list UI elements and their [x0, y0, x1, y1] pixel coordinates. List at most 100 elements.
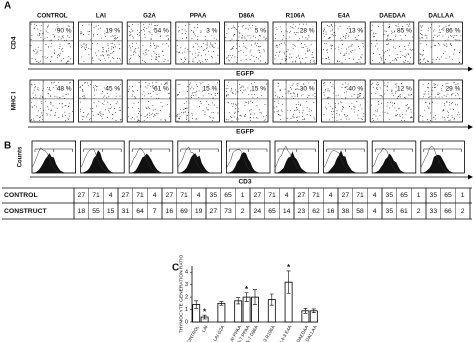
dot	[231, 92, 233, 94]
dot	[243, 115, 245, 117]
dot	[396, 115, 397, 117]
dot	[441, 90, 443, 92]
dot	[185, 25, 187, 27]
dot	[127, 25, 129, 27]
dot	[323, 27, 325, 29]
dot	[244, 89, 246, 91]
dot	[329, 90, 331, 92]
dot	[386, 86, 388, 88]
dot	[275, 26, 277, 28]
dot	[47, 106, 49, 108]
label-bg	[105, 27, 122, 35]
dot	[331, 34, 333, 36]
dot	[448, 36, 449, 38]
dot	[101, 117, 103, 119]
dot	[113, 40, 115, 41]
dot	[155, 57, 157, 59]
dot	[331, 113, 333, 115]
dot	[283, 42, 285, 44]
dot	[47, 31, 49, 33]
dot	[246, 101, 248, 103]
dot	[385, 39, 387, 41]
dot	[155, 59, 157, 60]
table-cell: 14	[283, 208, 291, 215]
dot	[258, 50, 260, 52]
dot	[371, 92, 372, 94]
table-cell: 65	[444, 192, 452, 199]
dot	[377, 48, 379, 50]
dot	[90, 108, 92, 110]
dot	[143, 24, 145, 25]
dot	[348, 35, 350, 37]
dot	[195, 119, 197, 121]
dot	[184, 29, 186, 31]
dot	[246, 48, 248, 50]
dot	[181, 32, 183, 34]
dot	[212, 44, 214, 46]
dot	[245, 58, 247, 60]
dot	[53, 52, 55, 54]
dot	[84, 82, 85, 84]
dot	[395, 36, 397, 37]
dot	[153, 42, 155, 44]
dot	[441, 96, 443, 98]
dot	[140, 30, 142, 31]
dot	[424, 91, 426, 92]
dot-plot-frame	[175, 79, 220, 123]
dot	[387, 89, 388, 91]
dot	[81, 84, 83, 86]
dot	[297, 95, 298, 97]
dot	[129, 61, 130, 63]
dot	[152, 104, 154, 106]
dot	[208, 50, 209, 52]
dot	[278, 114, 279, 115]
dot	[324, 29, 325, 31]
dot	[308, 108, 310, 110]
dot	[248, 94, 250, 96]
dot	[167, 92, 169, 94]
dot	[193, 91, 195, 93]
dot	[212, 117, 214, 119]
dot	[301, 57, 303, 59]
dot	[93, 98, 95, 100]
dot	[394, 115, 396, 117]
dot	[228, 54, 229, 56]
dot	[424, 93, 426, 95]
dot	[99, 115, 101, 117]
dot	[427, 87, 429, 89]
dot	[138, 108, 140, 109]
dot	[235, 103, 237, 105]
dot	[71, 40, 73, 42]
dot	[453, 82, 455, 84]
dot	[381, 58, 383, 60]
dot	[191, 38, 193, 40]
dot	[297, 85, 299, 87]
dot	[354, 37, 356, 39]
dot	[102, 48, 104, 50]
dot	[33, 120, 35, 122]
dot	[390, 39, 392, 40]
dot	[114, 98, 116, 100]
dot	[79, 87, 81, 89]
dot	[209, 46, 211, 48]
table-cell: 1	[417, 192, 421, 199]
dot	[214, 95, 216, 96]
dot	[444, 44, 446, 46]
dot	[339, 37, 341, 39]
dot	[356, 94, 358, 96]
dot	[356, 39, 358, 41]
dot	[279, 62, 281, 64]
dot	[443, 95, 445, 96]
dot	[356, 101, 358, 103]
dot	[279, 50, 281, 52]
dot	[112, 114, 114, 116]
dot	[40, 101, 42, 103]
dot	[59, 103, 60, 105]
dot	[181, 111, 183, 113]
dot	[451, 116, 453, 118]
dot	[50, 39, 52, 41]
dot	[381, 96, 383, 98]
table-cell: 62	[312, 208, 320, 215]
dot	[68, 113, 70, 115]
dot	[276, 28, 278, 30]
